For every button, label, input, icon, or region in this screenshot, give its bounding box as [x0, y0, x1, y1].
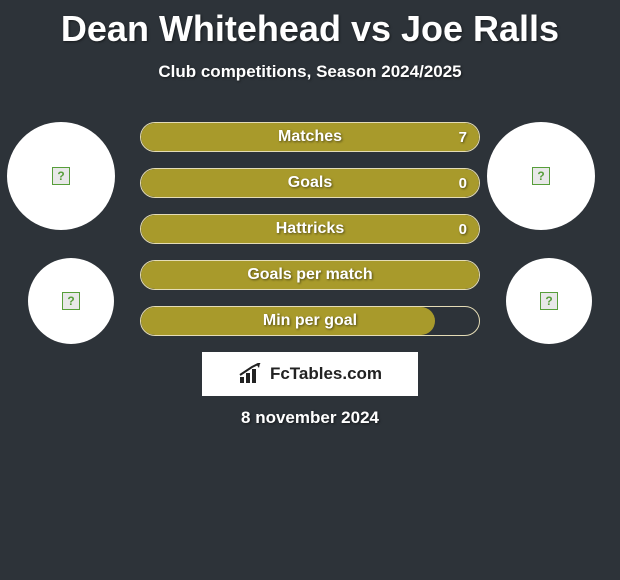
- date-text: 8 november 2024: [0, 408, 620, 428]
- stat-bar: Hattricks0: [140, 214, 480, 244]
- placeholder-icon: ?: [540, 292, 558, 310]
- stat-bar: Goals0: [140, 168, 480, 198]
- stat-bar-right-value: 7: [459, 123, 467, 151]
- brand-chart-icon: [238, 363, 264, 385]
- stat-bar-right-value: 0: [459, 215, 467, 243]
- stat-bar: Min per goal: [140, 306, 480, 336]
- placeholder-icon: ?: [52, 167, 70, 185]
- avatar: ?: [487, 122, 595, 230]
- stat-bar-label: Goals per match: [141, 261, 479, 289]
- placeholder-icon: ?: [532, 167, 550, 185]
- stat-bar: Goals per match: [140, 260, 480, 290]
- placeholder-icon: ?: [62, 292, 80, 310]
- brand-text: FcTables.com: [270, 364, 382, 384]
- stats-bars: Matches7Goals0Hattricks0Goals per matchM…: [140, 122, 480, 352]
- stat-bar-label: Goals: [141, 169, 479, 197]
- avatar: ?: [7, 122, 115, 230]
- stat-bar-label: Matches: [141, 123, 479, 151]
- page-subtitle: Club competitions, Season 2024/2025: [0, 62, 620, 82]
- stat-bar-label: Min per goal: [141, 307, 479, 335]
- avatar: ?: [28, 258, 114, 344]
- avatar: ?: [506, 258, 592, 344]
- stat-bar-label: Hattricks: [141, 215, 479, 243]
- stat-bar-right-value: 0: [459, 169, 467, 197]
- stat-bar: Matches7: [140, 122, 480, 152]
- brand-box: FcTables.com: [202, 352, 418, 396]
- page-title: Dean Whitehead vs Joe Ralls: [0, 0, 620, 50]
